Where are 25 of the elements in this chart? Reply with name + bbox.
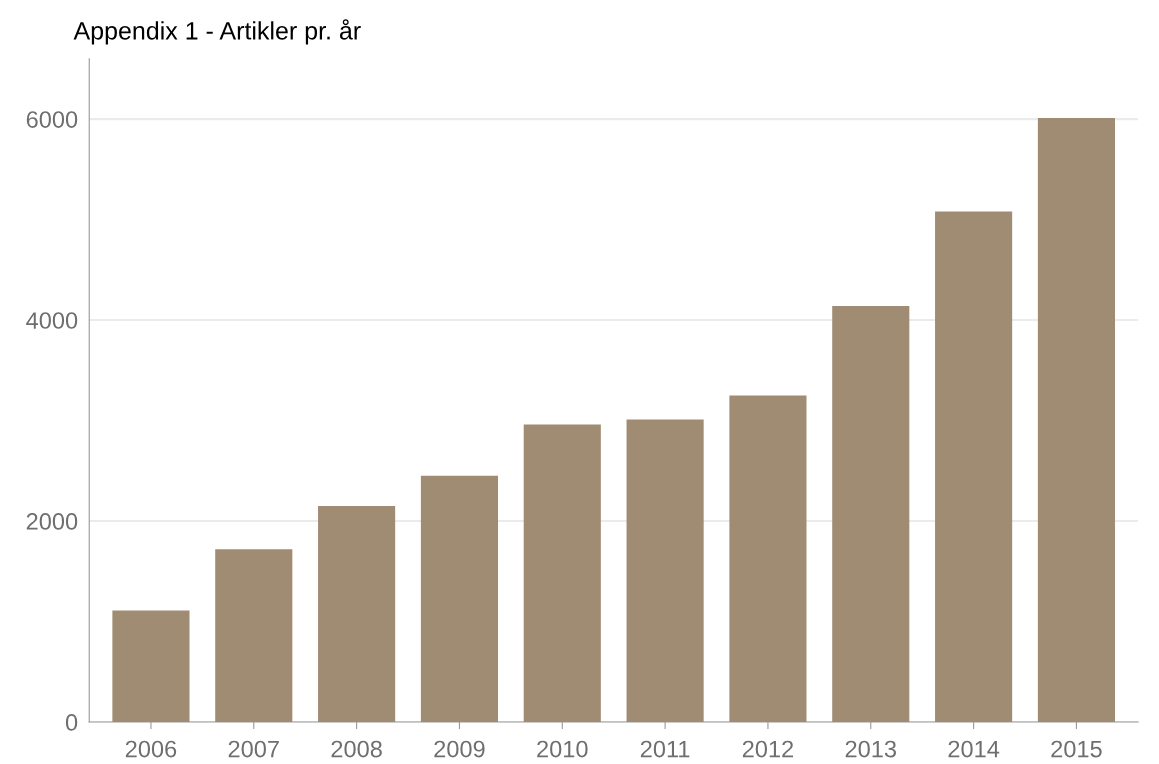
y-tick-label: 2000 [26,513,78,530]
bar [832,306,910,722]
bar [112,610,190,722]
bar [935,211,1013,722]
bar [318,505,396,722]
bar [1037,118,1115,722]
x-tick-label: 2009 [434,740,485,758]
y-tick-label: 0 [65,714,78,731]
bar [729,395,807,722]
x-tick-label: 2015 [1051,740,1102,758]
y-tick-label: 4000 [26,312,78,329]
bar [626,419,704,722]
x-tick-label: 2012 [742,740,794,758]
x-tick-label: 2008 [331,740,382,758]
x-tick-label: 2014 [948,740,1000,758]
x-tick-label: 2013 [845,740,896,758]
bar [215,549,293,722]
y-tick-label: 6000 [26,111,78,128]
bar [523,424,601,722]
x-tick-label: 2011 [640,740,690,758]
chart-title: Appendix 1 - Artikler pr. år [73,19,361,45]
bar [420,475,498,722]
x-tick-label: 2010 [537,740,588,758]
x-tick-label: 2007 [228,740,279,758]
x-tick-label: 2006 [125,740,177,758]
